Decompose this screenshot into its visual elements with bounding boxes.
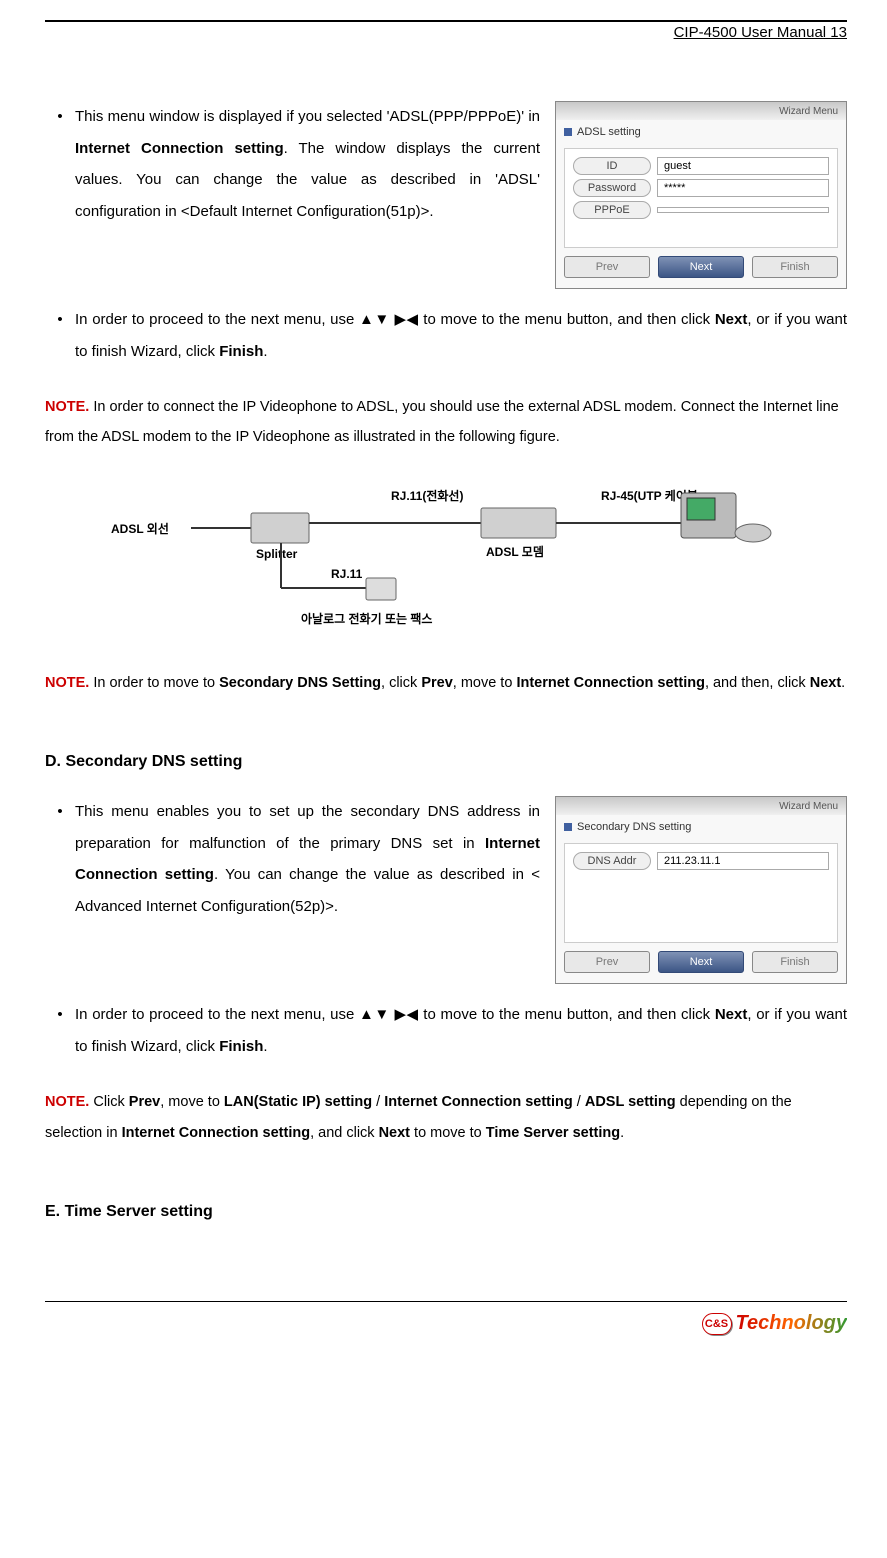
finish-button[interactable]: Finish (752, 256, 838, 278)
svg-text:ADSL 모뎀: ADSL 모뎀 (486, 544, 544, 559)
note-label: NOTE. (45, 675, 89, 691)
bullet-item: • This menu enables you to set up the se… (45, 796, 540, 922)
wizard-gradient: Wizard Menu (556, 102, 846, 120)
footer-logo: C&S Technology (45, 1302, 847, 1335)
note-label: NOTE. (45, 1094, 89, 1110)
form-label: Password (573, 179, 651, 197)
note-text: In order to move to Secondary DNS Settin… (89, 675, 845, 691)
form-value[interactable] (657, 207, 829, 213)
wizard-body: ID guest Password ***** PPPoE (564, 148, 838, 248)
form-label: ID (573, 157, 651, 175)
form-value[interactable]: ***** (657, 179, 829, 197)
wizard-title-text: Secondary DNS setting (577, 821, 691, 833)
form-row: PPPoE (573, 201, 829, 219)
svg-text:RJ.11(전화선): RJ.11(전화선) (391, 488, 463, 503)
note-block: NOTE. In order to connect the IP Videoph… (45, 392, 847, 453)
bullet-item: • This menu window is displayed if you s… (45, 101, 540, 227)
bullet-marker: • (45, 101, 75, 227)
next-button[interactable]: Next (658, 256, 744, 278)
wizard-adsl-panel: Wizard Menu ADSL setting ID guest Password… (555, 101, 847, 289)
note-block: NOTE. Click Prev, move to LAN(Static IP)… (45, 1087, 847, 1148)
prev-button[interactable]: Prev (564, 951, 650, 973)
note-text: Click Prev, move to LAN(Static IP) setti… (45, 1094, 792, 1140)
form-row: ID guest (573, 157, 829, 175)
bullet-item: • In order to proceed to the next menu, … (45, 999, 847, 1062)
connection-diagram: ADSL 외선 Splitter RJ.11(전화선) ADSL 모뎀 RJ-4… (45, 478, 847, 638)
wizard-title-text: ADSL setting (577, 126, 641, 138)
bullet-marker: • (45, 999, 75, 1062)
bullet-marker: • (45, 796, 75, 922)
bullet-text: This menu enables you to set up the seco… (75, 796, 540, 922)
note-text: In order to connect the IP Videophone to… (45, 399, 839, 445)
logo-badge-icon: C&S (702, 1313, 732, 1335)
wizard-title-icon (564, 823, 572, 831)
section-heading-e: E. Time Server setting (45, 1203, 847, 1221)
note-block: NOTE. In order to move to Secondary DNS … (45, 668, 847, 698)
wizard-dns-panel: Wizard Menu Secondary DNS setting DNS Ad… (555, 796, 847, 984)
form-value[interactable]: 211.23.11.1 (657, 852, 829, 870)
form-row: DNS Addr 211.23.11.1 (573, 852, 829, 870)
bullet-marker: • (45, 304, 75, 367)
form-value[interactable]: guest (657, 157, 829, 175)
bullet-item: • In order to proceed to the next menu, … (45, 304, 847, 367)
bullet-text: In order to proceed to the next menu, us… (75, 999, 847, 1062)
bullet-text: In order to proceed to the next menu, us… (75, 304, 847, 367)
prev-button[interactable]: Prev (564, 256, 650, 278)
svg-text:RJ.11: RJ.11 (331, 567, 363, 581)
wizard-title: ADSL setting (556, 120, 846, 144)
section-heading-d: D. Secondary DNS setting (45, 753, 847, 771)
wizard-title: Secondary DNS setting (556, 815, 846, 839)
svg-text:Splitter: Splitter (256, 547, 298, 561)
next-button[interactable]: Next (658, 951, 744, 973)
note-label: NOTE. (45, 399, 89, 415)
svg-text:아날로그 전화기 또는 팩스: 아날로그 전화기 또는 팩스 (301, 611, 432, 626)
wizard-title-icon (564, 128, 572, 136)
wizard-gradient: Wizard Menu (556, 797, 846, 815)
wizard-body: DNS Addr 211.23.11.1 (564, 843, 838, 943)
page-header: CIP-4500 User Manual 13 (45, 24, 847, 41)
form-label: PPPoE (573, 201, 651, 219)
logo-brand-text: Technology (736, 1312, 847, 1335)
bullet-text: This menu window is displayed if you sel… (75, 101, 540, 227)
form-label: DNS Addr (573, 852, 651, 870)
form-row: Password ***** (573, 179, 829, 197)
finish-button[interactable]: Finish (752, 951, 838, 973)
svg-text:ADSL 외선: ADSL 외선 (111, 521, 169, 536)
